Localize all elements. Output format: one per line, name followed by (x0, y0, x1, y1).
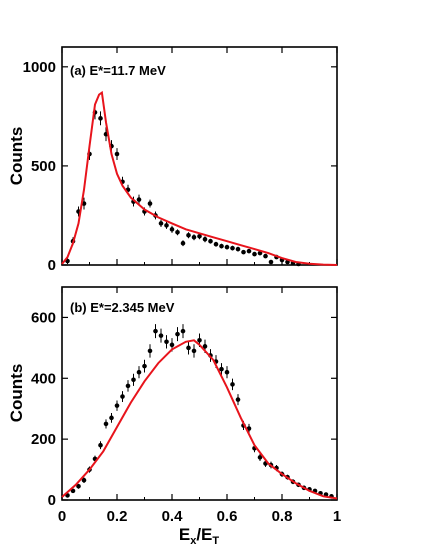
data-point-b (125, 383, 131, 389)
y-tick-label-a: 1000 (23, 59, 56, 76)
panel-a: 0 500 1000 (a) E*=11.7 MeV Counts (7, 46, 338, 274)
data-point-b (230, 382, 235, 387)
x-tick-label: 0.6 (217, 508, 238, 525)
data-point-b (136, 369, 142, 375)
data-point-a (164, 223, 169, 228)
data-point-a (235, 246, 241, 252)
data-b (61, 324, 338, 500)
data-point-b (81, 477, 87, 483)
data-point-a (186, 232, 191, 238)
data-point-b (158, 333, 164, 338)
data-point-b (120, 394, 125, 399)
data-point-b (169, 342, 175, 348)
data-point-a (158, 221, 164, 226)
panel-b: 0 0.2 0.4 0.6 0.8 1 0 200 400 600 (b) E*=2.345 Me… (7, 286, 341, 547)
data-point-a (114, 151, 120, 157)
y-axis-title-b: Counts (7, 364, 26, 423)
data-point-a (263, 253, 268, 259)
data-point-a (246, 248, 252, 254)
data-point-a (191, 234, 197, 240)
data-point-a (147, 201, 153, 206)
panel-label-a: (a) E*=11.7 MeV (70, 63, 166, 78)
y-tick-label-a: 0 (48, 257, 56, 274)
data-point-b (175, 331, 180, 337)
data-point-b (164, 339, 169, 345)
x-tick-label: 0.4 (162, 508, 184, 525)
fit-curve-b (61, 339, 338, 500)
data-point-b (109, 415, 114, 421)
x-axis-title: Ex/ET (179, 525, 220, 547)
data-point-b (197, 337, 202, 343)
data-point-b (180, 328, 186, 334)
data-point-a (208, 238, 213, 244)
y-axis-title-a: Counts (7, 127, 26, 186)
data-point-b (224, 369, 230, 375)
data-point-a (252, 251, 257, 257)
data-point-a (180, 240, 186, 246)
ticks-a: 0 500 1000 (23, 47, 338, 274)
plot-frame-b (61, 286, 338, 501)
data-point-a (224, 244, 230, 250)
x-axis-title-sub2: T (212, 535, 219, 547)
data-point-b (98, 442, 103, 448)
ticks-b: 0 0.2 0.4 0.6 0.8 1 0 200 400 600 (31, 287, 341, 525)
data-point-a (202, 236, 208, 242)
x-tick-label: 0.8 (272, 508, 293, 525)
x-tick-label: 0 (58, 508, 66, 525)
y-tick-label-b: 0 (48, 492, 56, 509)
y-tick-label-b: 400 (31, 370, 56, 387)
data-point-b (186, 345, 191, 351)
data-point-b (147, 348, 153, 354)
data-point-b (142, 363, 147, 369)
y-tick-label-a: 500 (31, 158, 56, 175)
data-point-b (246, 426, 252, 431)
x-tick-label: 0.2 (107, 508, 128, 525)
data-point-b (235, 397, 241, 402)
data-point-b (219, 366, 224, 372)
data-point-a (136, 197, 142, 202)
data-point-a (241, 249, 246, 255)
y-tick-label-b: 200 (31, 431, 56, 448)
data-point-a (175, 230, 180, 235)
panel-label-b: (b) E*=2.345 MeV (70, 300, 175, 315)
data-point-b (257, 455, 263, 460)
data-point-a (197, 233, 202, 239)
y-tick-label-b: 600 (31, 309, 56, 326)
data-point-a (213, 241, 219, 247)
data-point-a (98, 116, 103, 121)
data-point-b (76, 484, 81, 489)
fit-curve-a (61, 90, 338, 266)
data-point-b (131, 377, 136, 383)
data-point-b (153, 328, 158, 334)
data-point-b (70, 488, 76, 494)
x-axis-title-sub1: x (190, 535, 197, 547)
x-tick-label: 1 (333, 508, 341, 525)
data-point-b (114, 403, 120, 408)
data-point-a (268, 259, 274, 265)
data-point-a (230, 245, 235, 251)
data-point-b (103, 421, 109, 427)
data-point-a (219, 243, 224, 249)
data-point-a (169, 227, 175, 232)
data-a (61, 90, 338, 267)
data-point-b (202, 344, 208, 349)
data-point-b (191, 348, 197, 354)
x-axis-title-main: E (179, 525, 190, 544)
x-axis-title-sep: /E (196, 525, 212, 544)
